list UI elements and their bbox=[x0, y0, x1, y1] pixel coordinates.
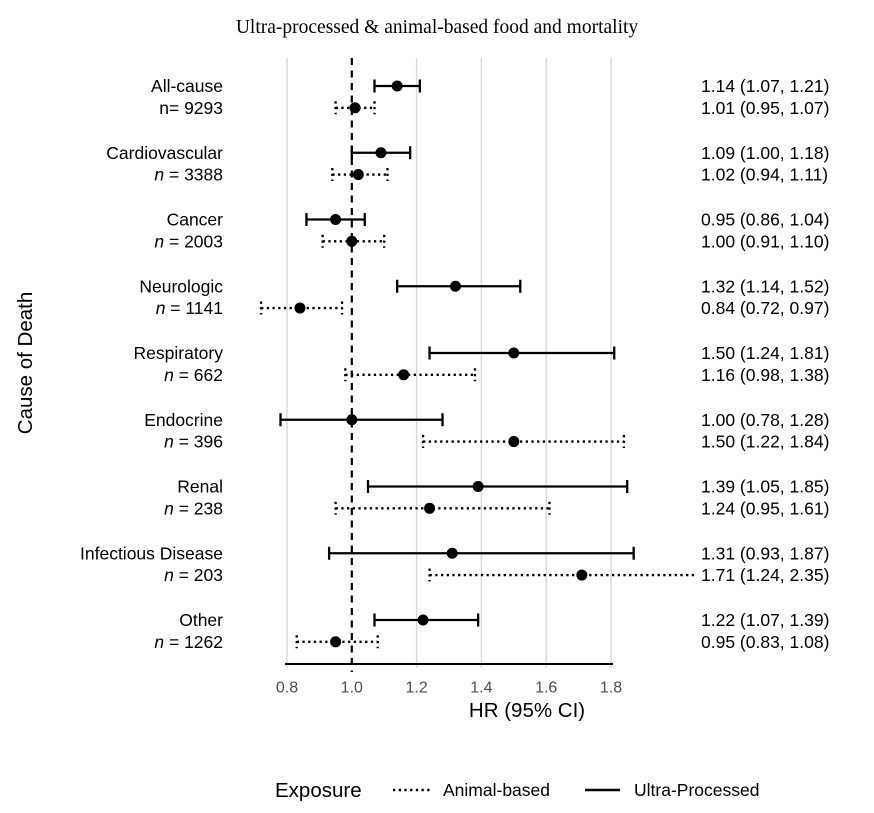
legend-label-animal-based: Animal-based bbox=[443, 780, 550, 800]
point-marker bbox=[349, 102, 361, 114]
point-marker bbox=[508, 347, 520, 359]
x-tick-label: 1.6 bbox=[535, 680, 557, 697]
point-marker bbox=[375, 147, 387, 159]
hr-value-animal-based: 0.95 (0.83, 1.08) bbox=[701, 632, 829, 652]
point-marker bbox=[446, 547, 458, 559]
hr-value-ultra-processed: 1.14 (1.07, 1.21) bbox=[701, 76, 829, 96]
x-tick-label: 1.4 bbox=[470, 680, 492, 697]
point-marker bbox=[294, 302, 306, 314]
x-axis-title: HR (95% CI) bbox=[469, 699, 585, 722]
point-marker bbox=[346, 235, 358, 247]
cause-label: Neurologic bbox=[139, 276, 223, 296]
hr-value-animal-based: 1.71 (1.24, 2.35) bbox=[701, 565, 829, 585]
hr-value-animal-based: 1.50 (1.22, 1.84) bbox=[701, 432, 829, 452]
cause-label: Other bbox=[179, 610, 223, 630]
point-marker bbox=[576, 569, 588, 581]
chart-title: Ultra-processed & animal-based food and … bbox=[236, 17, 639, 38]
hr-value-ultra-processed: 1.22 (1.07, 1.39) bbox=[701, 610, 829, 630]
hr-value-ultra-processed: 0.95 (0.86, 1.04) bbox=[701, 210, 829, 230]
hr-value-animal-based: 1.02 (0.94, 1.11) bbox=[701, 165, 828, 185]
cause-label: Respiratory bbox=[134, 343, 224, 363]
hr-value-ultra-processed: 1.31 (0.93, 1.87) bbox=[701, 543, 829, 563]
cause-label: Cardiovascular bbox=[106, 143, 223, 163]
n-label: n = 3388 bbox=[154, 165, 223, 185]
legend: Exposure Animal-based Ultra-Processed bbox=[275, 779, 759, 802]
point-marker bbox=[352, 169, 364, 181]
point-marker bbox=[424, 502, 436, 514]
cause-label: Endocrine bbox=[144, 410, 223, 430]
n-label: n = 662 bbox=[164, 365, 223, 385]
x-tick-label: 1.8 bbox=[600, 680, 622, 697]
n-label: n = 1262 bbox=[154, 632, 223, 652]
n-label: n = 2003 bbox=[154, 231, 223, 251]
hr-value-animal-based: 1.01 (0.95, 1.07) bbox=[701, 98, 829, 118]
point-marker bbox=[391, 80, 403, 92]
y-axis-title: Cause of Death bbox=[14, 292, 37, 434]
cause-label: Renal bbox=[177, 477, 223, 497]
point-marker bbox=[449, 280, 461, 292]
point-marker bbox=[472, 481, 484, 492]
cause-label: Infectious Disease bbox=[80, 543, 223, 563]
cause-label: All-cause bbox=[151, 76, 223, 96]
point-marker bbox=[346, 414, 358, 426]
x-tick-label: 1.2 bbox=[405, 680, 427, 697]
hr-value-animal-based: 1.24 (0.95, 1.61) bbox=[701, 498, 829, 518]
cause-label: Cancer bbox=[167, 210, 224, 230]
legend-title: Exposure bbox=[275, 779, 362, 802]
hr-value-ultra-processed: 1.50 (1.24, 1.81) bbox=[701, 343, 829, 363]
hr-value-ultra-processed: 1.39 (1.05, 1.85) bbox=[701, 477, 829, 497]
n-label: n= 9293 bbox=[159, 98, 223, 118]
n-label: n = 396 bbox=[164, 432, 223, 452]
x-tick-label: 1.0 bbox=[341, 680, 363, 697]
point-marker bbox=[330, 214, 342, 225]
point-marker bbox=[330, 636, 342, 648]
hr-value-animal-based: 0.84 (0.72, 0.97) bbox=[701, 298, 829, 318]
hr-value-ultra-processed: 1.00 (0.78, 1.28) bbox=[701, 410, 829, 430]
n-label: n = 238 bbox=[164, 498, 223, 518]
n-label: n = 203 bbox=[164, 565, 223, 585]
point-marker bbox=[417, 614, 429, 626]
n-label: n = 1141 bbox=[156, 298, 223, 318]
hr-value-animal-based: 1.16 (0.98, 1.38) bbox=[701, 365, 829, 385]
hr-value-ultra-processed: 1.32 (1.14, 1.52) bbox=[701, 276, 829, 296]
hr-value-ultra-processed: 1.09 (1.00, 1.18) bbox=[701, 143, 829, 163]
hr-value-animal-based: 1.00 (0.91, 1.10) bbox=[701, 231, 829, 251]
legend-label-ultra-processed: Ultra-Processed bbox=[634, 780, 759, 800]
x-tick-label: 0.8 bbox=[276, 680, 298, 697]
point-marker bbox=[508, 436, 520, 448]
point-marker bbox=[398, 369, 410, 381]
